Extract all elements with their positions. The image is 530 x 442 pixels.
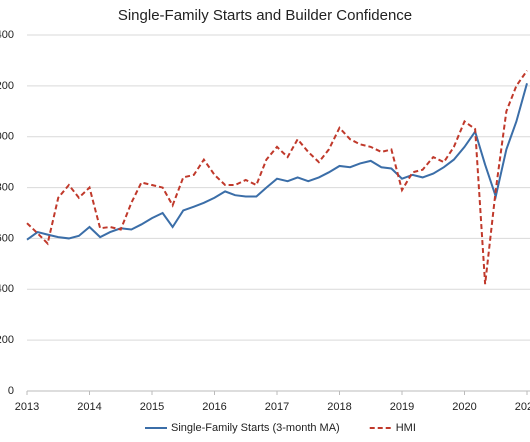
x-tick-label: 2017 [265, 401, 289, 413]
y-tick-label: 1200 [0, 80, 14, 92]
y-tick-label: 800 [0, 181, 14, 193]
x-tick-label: 2013 [15, 401, 39, 413]
x-tick-label: 2018 [327, 401, 351, 413]
x-tick-label: 2020 [452, 401, 476, 413]
y-tick-label: 200 [0, 334, 14, 346]
y-tick-label: 0 [8, 385, 14, 397]
legend-label: HMI [396, 422, 416, 434]
x-tick-label: 2016 [202, 401, 226, 413]
y-tick-label: 600 [0, 232, 14, 244]
y-tick-label: 400 [0, 283, 14, 295]
x-tick-label: 2015 [140, 401, 164, 413]
chart-title: Single-Family Starts and Builder Confide… [118, 7, 412, 24]
x-tick-label: 2019 [390, 401, 414, 413]
y-tick-label: 1000 [0, 131, 14, 143]
series-line [26, 70, 528, 285]
x-tick-label: 2021 [515, 401, 530, 413]
legend-label: Single-Family Starts (3-month MA) [171, 422, 340, 434]
x-tick-label: 2014 [77, 401, 101, 413]
series-line [26, 83, 528, 241]
y-tick-label: 1400 [0, 29, 14, 41]
